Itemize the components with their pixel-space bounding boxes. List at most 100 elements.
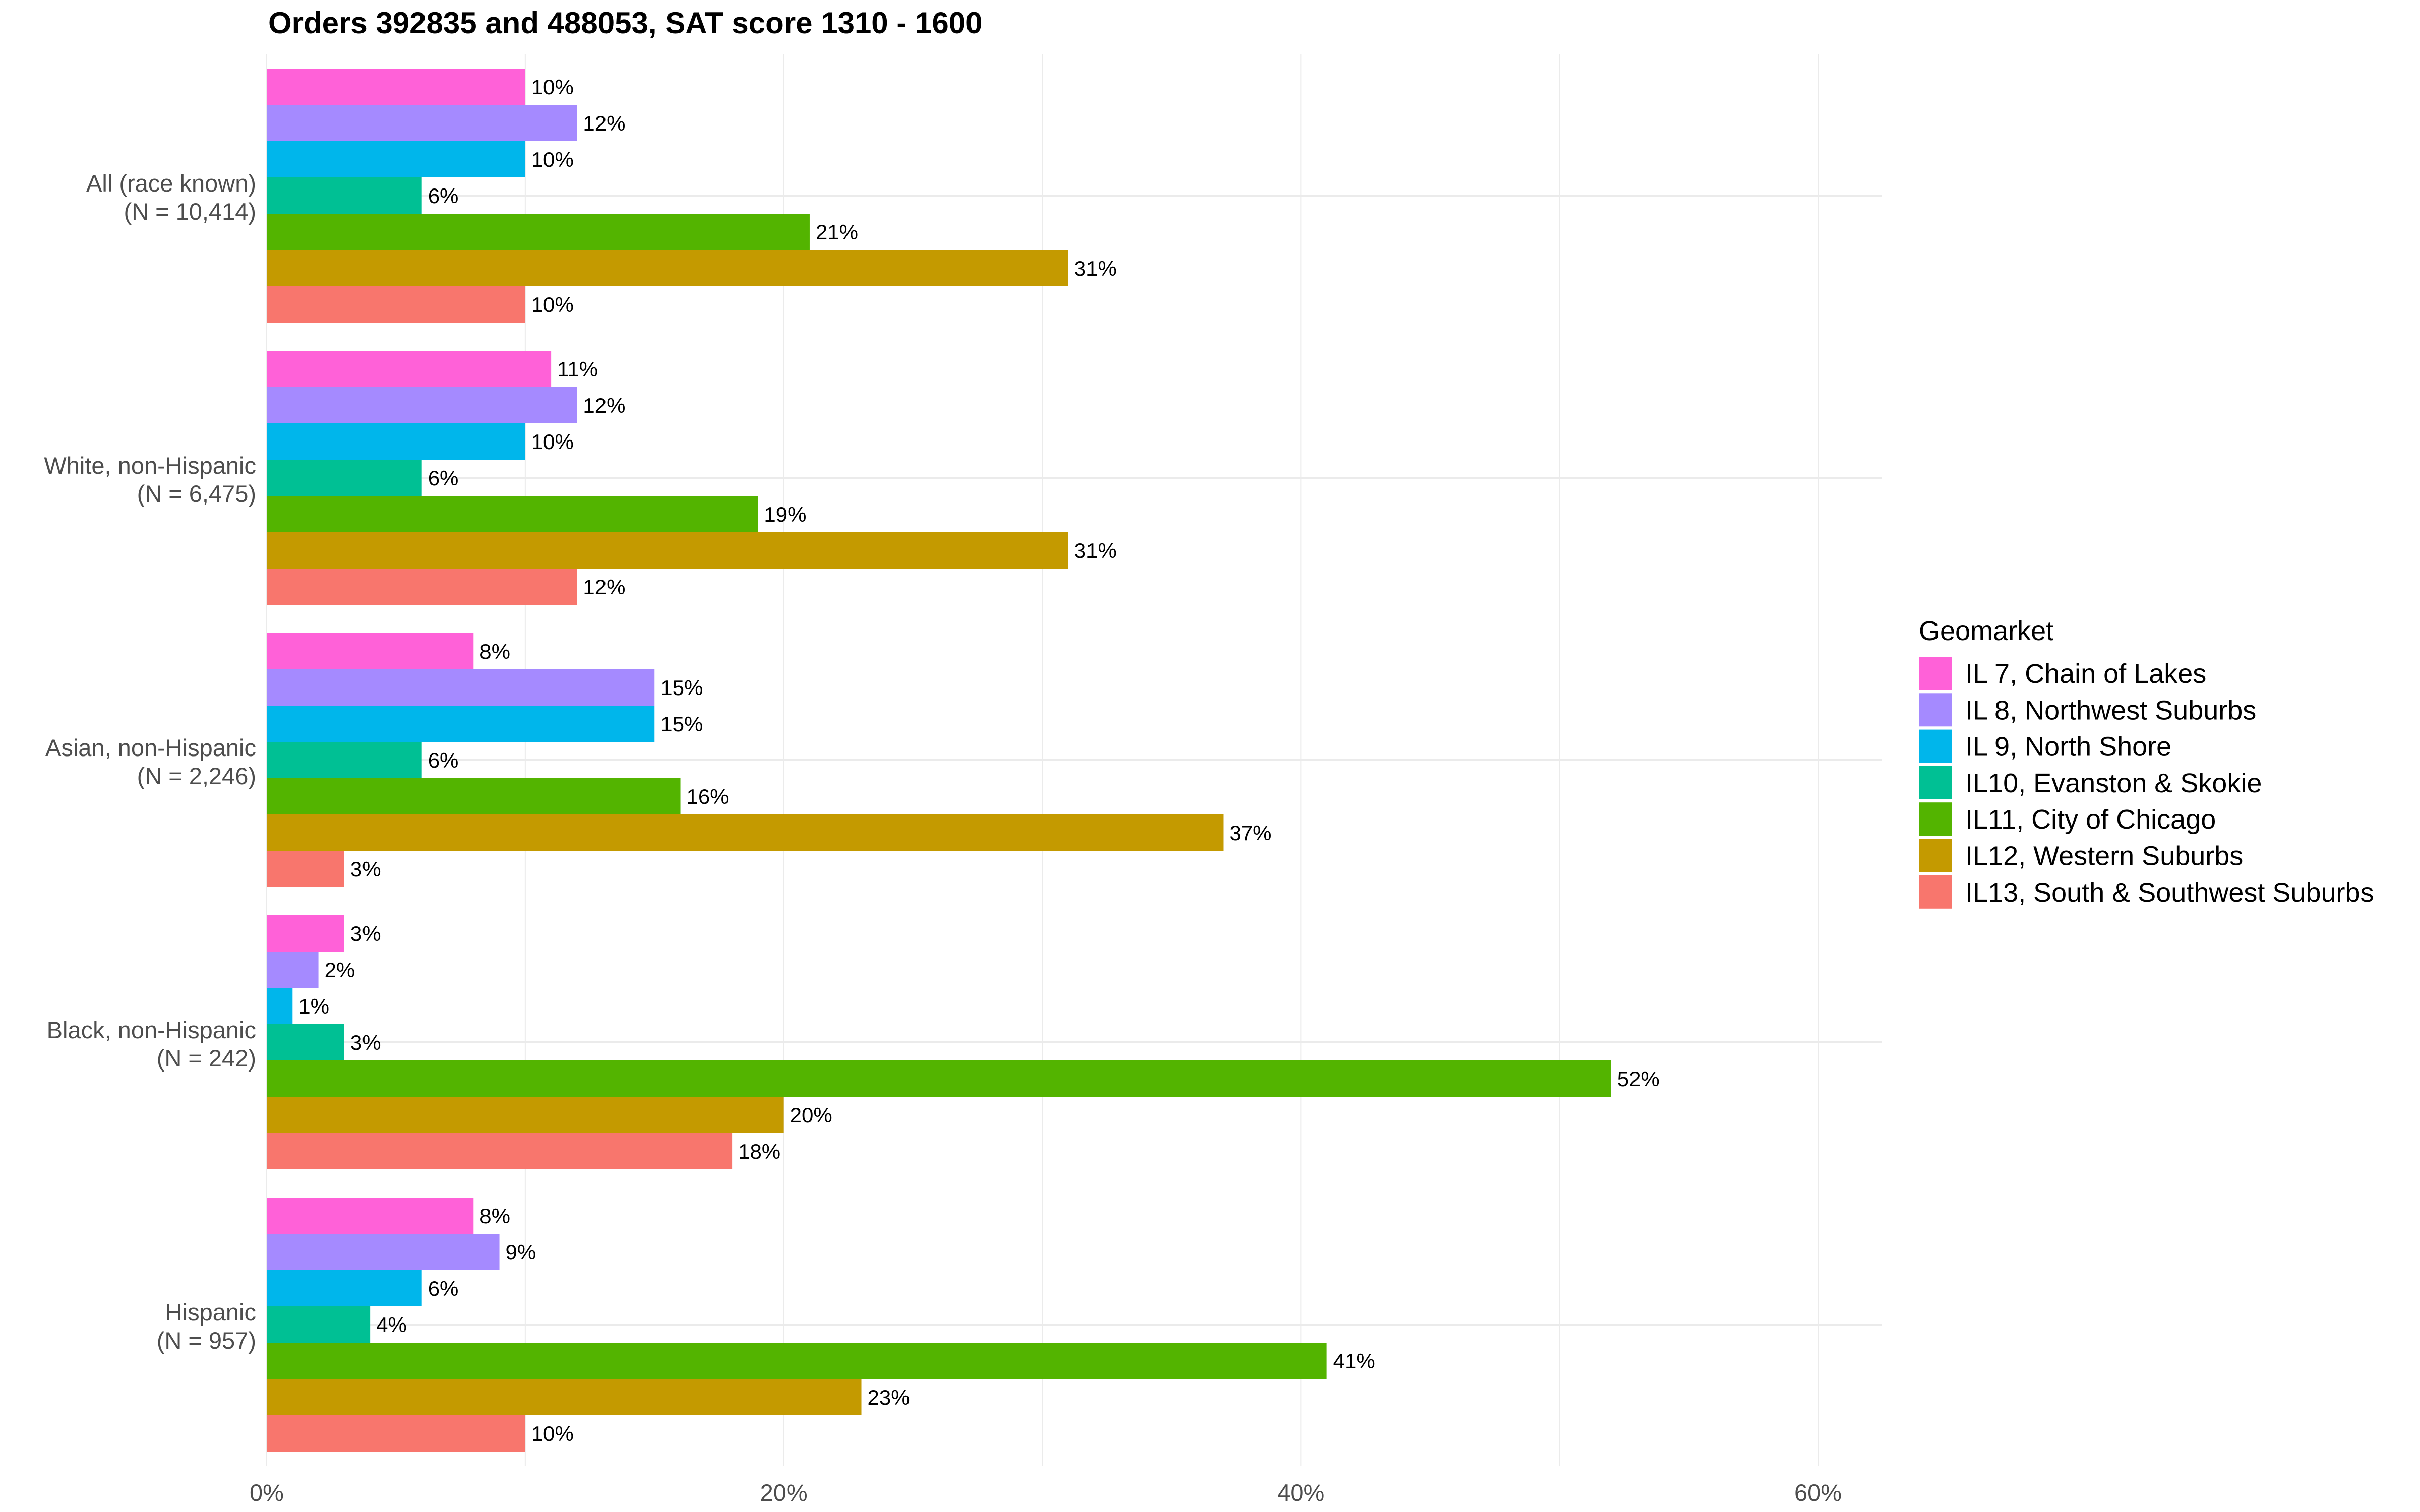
- data-label: 21%: [816, 220, 858, 244]
- bar: [267, 387, 577, 423]
- legend-label: IL11, City of Chicago: [1965, 804, 2216, 835]
- bar: [267, 496, 758, 532]
- data-label: 31%: [1074, 539, 1117, 562]
- data-label: 8%: [479, 1204, 510, 1228]
- data-label: 18%: [738, 1140, 780, 1163]
- bar: [267, 988, 293, 1024]
- y-tick-label: (N = 10,414): [124, 198, 256, 225]
- x-tick-label: 60%: [1794, 1479, 1842, 1506]
- y-tick-label: Black, non-Hispanic: [47, 1017, 256, 1043]
- data-label: 31%: [1074, 257, 1117, 280]
- legend-item: IL10, Evanston & Skokie: [1919, 766, 2262, 799]
- bar: [267, 1379, 862, 1415]
- bar: [267, 1234, 500, 1270]
- data-label: 6%: [428, 1277, 459, 1300]
- y-tick-label: Hispanic: [165, 1299, 256, 1326]
- data-label: 12%: [583, 111, 625, 135]
- data-label: 1%: [298, 994, 329, 1018]
- legend-swatch: [1919, 729, 1952, 763]
- bar: [267, 105, 577, 141]
- bar: [267, 177, 422, 214]
- bar: [267, 1097, 784, 1133]
- y-tick-label: (N = 242): [157, 1045, 256, 1072]
- legend-item: IL13, South & Southwest Suburbs: [1919, 875, 2374, 909]
- bar: [267, 214, 810, 250]
- y-axis: All (race known)(N = 10,414) White, non-H…: [44, 170, 256, 1354]
- legend-label: IL13, South & Southwest Suburbs: [1965, 877, 2374, 908]
- bar: [267, 351, 552, 387]
- legend-label: IL 8, Northwest Suburbs: [1965, 695, 2256, 725]
- grid: [266, 54, 1882, 1466]
- bar: [267, 460, 422, 496]
- data-label: 37%: [1229, 821, 1272, 845]
- legend-item: IL12, Western Suburbs: [1919, 839, 2243, 872]
- bar: [267, 1060, 1611, 1097]
- bar: [267, 669, 655, 706]
- data-label: 12%: [583, 394, 625, 417]
- data-label: 3%: [350, 922, 381, 946]
- data-label: 3%: [350, 857, 381, 881]
- legend-label: IL10, Evanston & Skokie: [1965, 768, 2262, 798]
- legend-items: IL 7, Chain of Lakes IL 8, Northwest Subu…: [1919, 657, 2374, 909]
- bar: [267, 915, 344, 952]
- bar: [267, 952, 319, 988]
- legend-item: IL 7, Chain of Lakes: [1919, 657, 2206, 690]
- data-label: 19%: [764, 502, 806, 526]
- bar: [267, 1198, 474, 1234]
- bar: [267, 814, 1224, 851]
- bar: [267, 532, 1068, 569]
- bar: [267, 1270, 422, 1306]
- bar: [267, 1133, 733, 1169]
- data-label: 10%: [531, 75, 574, 99]
- bar: [267, 1024, 344, 1060]
- data-label: 6%: [428, 748, 459, 772]
- bar: [267, 851, 344, 887]
- bar: [267, 706, 655, 742]
- legend-swatch: [1919, 839, 1952, 872]
- bars: [267, 69, 1611, 1452]
- data-label: 3%: [350, 1031, 381, 1054]
- x-axis: 0% 20% 40% 60%: [250, 1479, 1842, 1506]
- legend-item: IL 9, North Shore: [1919, 729, 2171, 763]
- bar: [267, 423, 525, 460]
- data-labels: 10% 12% 10% 6% 21% 31% 10% 11% 12% 10% 6% 19% 31% 12%…: [298, 75, 1660, 1445]
- y-tick-label: (N = 2,246): [137, 763, 256, 789]
- y-tick-label: Asian, non-Hispanic: [45, 734, 256, 761]
- data-label: 23%: [868, 1385, 910, 1409]
- data-label: 6%: [428, 184, 459, 208]
- bar: [267, 1343, 1327, 1379]
- bar: [267, 286, 525, 323]
- data-label: 4%: [376, 1313, 407, 1337]
- data-label: 6%: [428, 466, 459, 490]
- data-label: 15%: [660, 676, 703, 700]
- bar: [267, 69, 525, 105]
- bar: [267, 1306, 371, 1343]
- legend-label: IL12, Western Suburbs: [1965, 841, 2243, 871]
- legend-swatch: [1919, 875, 1952, 909]
- x-tick-label: 0%: [250, 1479, 284, 1506]
- data-label: 52%: [1617, 1067, 1660, 1091]
- chart-title: Orders 392835 and 488053, SAT score 1310…: [268, 6, 982, 40]
- bar: [267, 633, 474, 669]
- data-label: 10%: [531, 430, 574, 454]
- legend-swatch: [1919, 693, 1952, 727]
- data-label: 20%: [790, 1103, 832, 1127]
- legend: Geomarket IL 7, Chain of Lakes IL 8, Nort…: [1919, 616, 2374, 909]
- x-tick-label: 40%: [1277, 1479, 1324, 1506]
- y-tick-label: (N = 957): [157, 1327, 256, 1354]
- legend-label: IL 7, Chain of Lakes: [1965, 659, 2206, 689]
- legend-item: IL11, City of Chicago: [1919, 802, 2216, 836]
- y-tick-label: All (race known): [86, 170, 256, 197]
- data-label: 41%: [1333, 1349, 1375, 1373]
- data-label: 8%: [479, 640, 510, 663]
- legend-label: IL 9, North Shore: [1965, 732, 2171, 762]
- data-label: 12%: [583, 575, 625, 599]
- data-label: 10%: [531, 148, 574, 171]
- data-label: 10%: [531, 1422, 574, 1445]
- legend-title: Geomarket: [1919, 616, 2053, 646]
- bar: [267, 250, 1068, 286]
- data-label: 11%: [557, 357, 598, 381]
- legend-swatch: [1919, 802, 1952, 836]
- bar: [267, 1415, 525, 1452]
- bar: [267, 569, 577, 605]
